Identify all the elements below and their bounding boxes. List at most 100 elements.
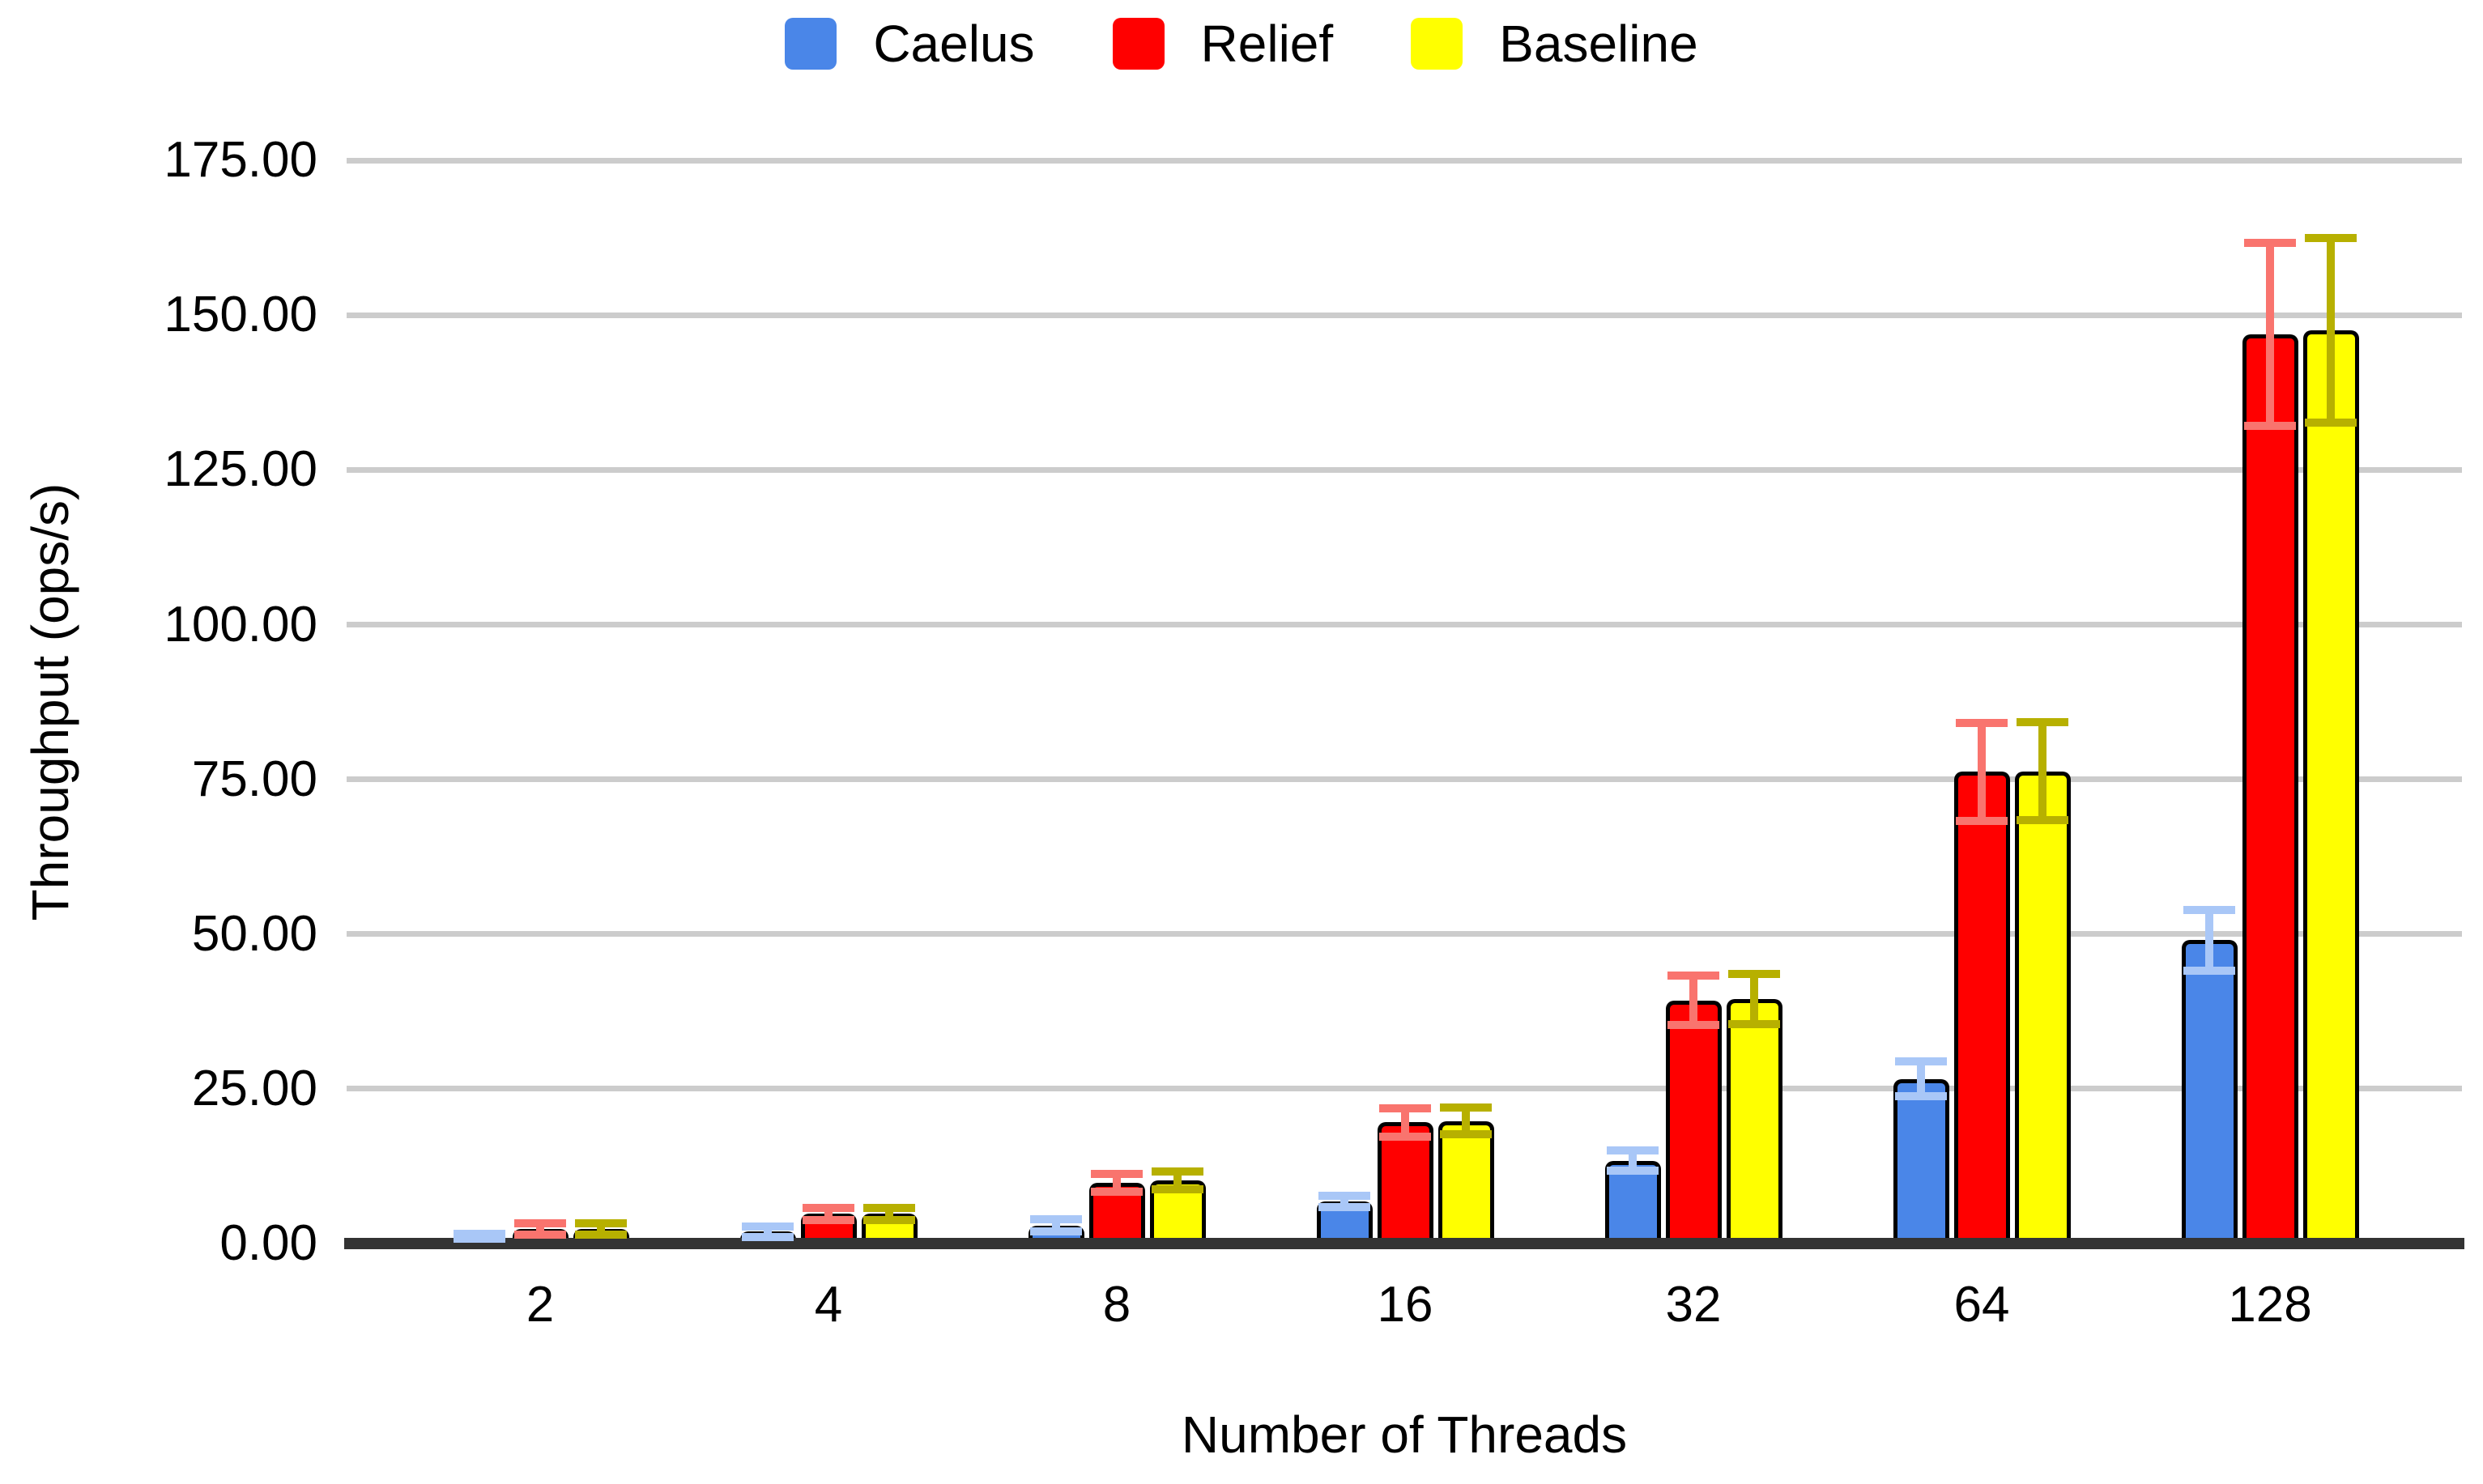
error-bar-relief-128-cap-bottom [2244, 422, 2296, 431]
error-bar-caelus-8-cap-top [1030, 1215, 1082, 1224]
x-axis-line [344, 1238, 2464, 1249]
error-bar-caelus-32-whisker [1629, 1150, 1637, 1171]
error-bar-baseline-16-cap-bottom [1440, 1130, 1492, 1139]
y-tick-label-25: 25.00 [191, 1060, 317, 1116]
error-bar-relief-4-cap-top [803, 1203, 854, 1212]
error-bar-baseline-2-cap-bottom [575, 1230, 627, 1239]
error-bar-caelus-8-cap-bottom [1030, 1227, 1082, 1236]
error-bar-relief-4-whisker [824, 1207, 833, 1220]
error-bar-caelus-64-cap-bottom [1895, 1092, 1947, 1101]
error-bar-caelus-16-whisker [1340, 1196, 1348, 1207]
y-tick-label-75: 75.00 [191, 751, 317, 807]
error-bar-caelus-128-cap-bottom [2183, 966, 2235, 975]
error-bar-relief-64-cap-top [1956, 719, 2008, 728]
y-tick-label-50: 50.00 [191, 905, 317, 962]
error-bar-relief-32-whisker [1689, 975, 1697, 1026]
legend: Caelus Relief Baseline [0, 18, 2483, 70]
error-bar-relief-8-cap-top [1091, 1170, 1143, 1179]
bar-baseline-16 [1437, 1120, 1494, 1247]
legend-item-baseline: Baseline [1411, 18, 1698, 70]
error-bar-relief-16-whisker [1401, 1108, 1409, 1137]
bar-relief-32 [1665, 1000, 1722, 1247]
bar-caelus-128 [2181, 940, 2238, 1247]
error-bar-caelus-64-cap-top [1895, 1057, 1947, 1066]
gridline-50 [347, 931, 2462, 938]
y-tick-label-100: 100.00 [164, 596, 317, 653]
error-bar-baseline-32-cap-bottom [1728, 1019, 1780, 1028]
error-bar-baseline-64-cap-bottom [2017, 816, 2068, 825]
x-tick-label-8: 8 [1102, 1277, 1131, 1333]
bar-relief-64 [1953, 772, 2010, 1247]
error-bar-relief-64-whisker [1978, 723, 1986, 821]
error-bar-relief-16-cap-top [1379, 1103, 1431, 1112]
error-bar-baseline-32-whisker [1750, 974, 1758, 1024]
x-tick-label-64: 64 [1953, 1277, 2010, 1333]
error-bar-baseline-64-whisker [2038, 722, 2046, 821]
error-bar-baseline-16-cap-top [1440, 1103, 1492, 1112]
error-bar-caelus-128-whisker [2205, 909, 2213, 971]
error-bar-baseline-128-cap-bottom [2305, 419, 2357, 427]
error-bar-baseline-4-whisker [885, 1207, 893, 1220]
bar-caelus-64 [1893, 1078, 1949, 1247]
error-bar-baseline-8-cap-bottom [1152, 1184, 1203, 1193]
error-bar-baseline-8-whisker [1173, 1171, 1182, 1189]
x-axis-title: Number of Threads [1181, 1405, 1628, 1464]
bar-relief-16 [1377, 1122, 1433, 1247]
error-bar-relief-128-whisker [2266, 242, 2274, 427]
y-tick-label-175: 175.00 [164, 132, 317, 189]
error-bar-baseline-128-whisker [2327, 238, 2335, 423]
error-bar-caelus-16-cap-bottom [1318, 1202, 1370, 1211]
error-bar-baseline-16-whisker [1462, 1107, 1470, 1135]
bar-relief-128 [2242, 334, 2298, 1247]
gridline-25 [347, 1086, 2462, 1092]
error-bar-baseline-2-whisker [597, 1222, 605, 1235]
bar-baseline-128 [2302, 330, 2359, 1247]
error-bar-baseline-2-cap-top [575, 1218, 627, 1227]
error-bar-relief-64-cap-bottom [1956, 816, 2008, 825]
gridline-125 [347, 466, 2462, 473]
error-bar-baseline-4-cap-bottom [863, 1215, 915, 1224]
error-bar-relief-32-cap-bottom [1667, 1021, 1719, 1030]
legend-item-relief: Relief [1112, 15, 1334, 73]
y-tick-label-125: 125.00 [164, 441, 317, 498]
error-bar-caelus-32-cap-bottom [1607, 1166, 1659, 1175]
error-bar-baseline-32-cap-top [1728, 970, 1780, 979]
x-tick-label-16: 16 [1377, 1277, 1433, 1333]
error-bar-caelus-2-cap-top [454, 1229, 505, 1238]
error-bar-caelus-16-cap-top [1318, 1192, 1370, 1201]
error-bar-caelus-4-cap-bottom [742, 1232, 794, 1241]
error-bar-caelus-32-cap-top [1607, 1146, 1659, 1155]
error-bar-relief-32-cap-top [1667, 971, 1719, 980]
gridline-75 [347, 776, 2462, 783]
y-tick-label-150: 150.00 [164, 287, 317, 343]
y-axis-title: Throughput (ops/s) [21, 483, 79, 921]
error-bar-caelus-2-cap-bottom [454, 1234, 505, 1243]
bar-baseline-32 [1726, 999, 1782, 1247]
x-tick-label-2: 2 [526, 1277, 555, 1333]
legend-swatch-baseline [1411, 18, 1463, 70]
legend-label-baseline: Baseline [1499, 15, 1698, 73]
legend-swatch-caelus [785, 18, 837, 70]
error-bar-caelus-4-cap-top [742, 1222, 794, 1231]
gridline-100 [347, 622, 2462, 627]
error-bar-caelus-4-whisker [764, 1227, 772, 1237]
error-bar-caelus-128-cap-top [2183, 905, 2235, 914]
legend-label-caelus: Caelus [873, 15, 1035, 73]
error-bar-relief-8-cap-bottom [1091, 1187, 1143, 1196]
legend-swatch-relief [1112, 18, 1165, 70]
error-bar-baseline-4-cap-top [863, 1203, 915, 1212]
error-bar-baseline-64-cap-top [2017, 718, 2068, 727]
bar-baseline-64 [2014, 771, 2071, 1247]
error-bar-relief-4-cap-bottom [803, 1215, 854, 1224]
error-bar-relief-8-whisker [1113, 1174, 1121, 1192]
legend-item-caelus: Caelus [785, 15, 1035, 73]
x-tick-label-32: 32 [1665, 1277, 1722, 1333]
error-bar-caelus-64-whisker [1917, 1061, 1925, 1097]
error-bar-relief-2-cap-bottom [514, 1230, 566, 1239]
gridline-150 [347, 312, 2462, 318]
error-bar-relief-16-cap-bottom [1379, 1132, 1431, 1141]
error-bar-baseline-8-cap-top [1152, 1167, 1203, 1176]
x-tick-label-128: 128 [2228, 1277, 2312, 1333]
gridline-175 [347, 157, 2462, 164]
legend-label-relief: Relief [1200, 15, 1334, 73]
